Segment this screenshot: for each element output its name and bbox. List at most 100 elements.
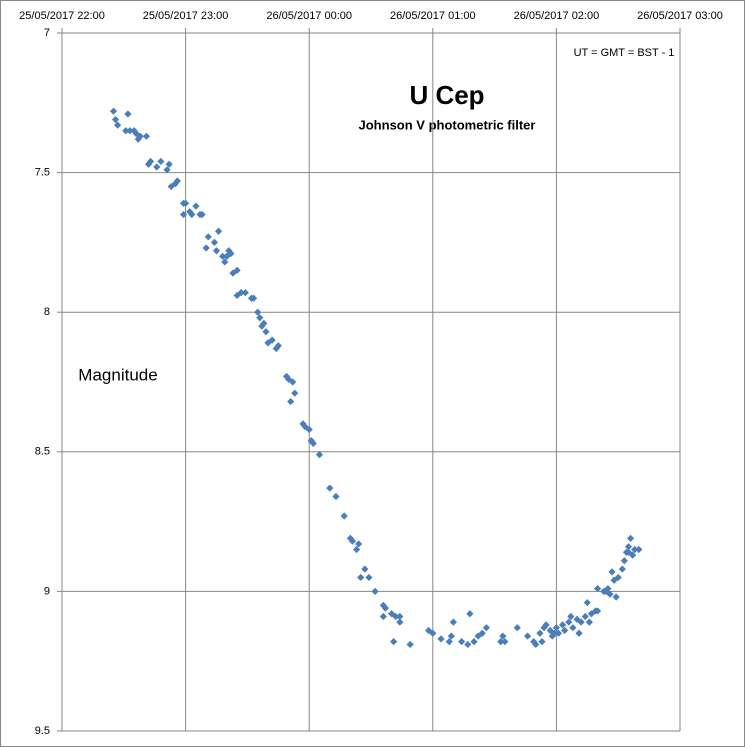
data-point [542, 621, 550, 629]
data-point [357, 573, 365, 582]
data-point [425, 626, 433, 635]
data-point [624, 548, 633, 556]
data-point [326, 484, 334, 492]
data-point [447, 632, 455, 640]
data-point [618, 565, 626, 573]
data-point [291, 389, 299, 397]
data-point [388, 610, 396, 618]
data-point [626, 534, 635, 542]
data-point [142, 132, 151, 140]
y-tick-label: 9 [44, 585, 50, 597]
data-point [241, 289, 249, 297]
data-point [612, 593, 620, 601]
data-point [227, 249, 235, 258]
data-point [179, 210, 188, 219]
data-point [530, 638, 538, 646]
data-point [381, 604, 390, 612]
data-point [307, 437, 315, 445]
x-tick-label: 26/05/2017 02:00 [514, 10, 600, 22]
data-point [540, 624, 548, 632]
data-point [536, 629, 544, 637]
data-point [157, 157, 165, 166]
data-point [445, 638, 453, 646]
data-point [437, 635, 445, 643]
data-point [458, 638, 466, 646]
data-point [365, 573, 373, 582]
data-point [352, 545, 361, 554]
x-tick-label: 25/05/2017 23:00 [143, 10, 229, 22]
data-point [569, 624, 577, 632]
data-point [315, 450, 324, 459]
y-tick-label: 7.5 [35, 167, 50, 179]
data-point [287, 397, 295, 406]
data-point [513, 624, 521, 632]
data-point [532, 640, 540, 649]
data-point [262, 328, 270, 336]
data-point [361, 565, 369, 573]
data-point [581, 612, 589, 621]
data-point [523, 632, 532, 640]
data-point [233, 266, 241, 274]
data-point [585, 618, 593, 626]
data-point [192, 202, 200, 210]
data-point [390, 638, 398, 646]
data-point [332, 492, 340, 501]
data-point [219, 252, 227, 260]
data-point [631, 545, 639, 554]
data-point [577, 618, 585, 626]
chart-subtitle: Johnson V photometric filter [359, 117, 536, 132]
data-point [548, 632, 556, 640]
data-point [594, 607, 602, 615]
data-point [587, 610, 596, 618]
data-point [474, 632, 482, 640]
data-point [575, 629, 583, 637]
data-point [204, 233, 212, 241]
data-point [214, 227, 223, 235]
data-point [305, 425, 313, 434]
data-point [624, 543, 633, 551]
data-point [406, 640, 414, 649]
data-point [188, 210, 196, 219]
data-point [153, 163, 161, 171]
x-tick-label: 25/05/2017 22:00 [19, 10, 105, 22]
data-point [583, 598, 591, 607]
annotation: UT = GMT = BST - 1 [574, 47, 675, 59]
data-point [501, 638, 509, 646]
data-point [111, 115, 120, 124]
data-point [470, 638, 478, 646]
data-point [237, 289, 245, 297]
y-tick-label: 8.5 [35, 446, 50, 458]
data-point [274, 342, 282, 350]
data-point [124, 110, 132, 118]
data-point [136, 132, 144, 140]
data-point [346, 534, 354, 542]
data-point [554, 629, 563, 637]
data-point [499, 632, 507, 640]
data-point [198, 210, 206, 219]
data-point [122, 127, 130, 135]
data-point [464, 640, 472, 649]
data-point [635, 545, 643, 554]
data-point [478, 629, 486, 637]
data-point [606, 590, 614, 598]
data-point [249, 294, 258, 302]
data-point [260, 319, 268, 327]
data-point [429, 629, 437, 637]
data-point [254, 308, 262, 316]
data-point [163, 166, 171, 174]
data-point [558, 621, 567, 629]
y-tick-label: 8 [44, 306, 50, 318]
y-tick-label: 7 [44, 27, 50, 39]
x-tick-label: 26/05/2017 03:00 [637, 10, 723, 22]
data-point [165, 160, 173, 168]
data-point [272, 344, 280, 353]
data-point [620, 557, 628, 565]
data-point [348, 537, 357, 545]
data-point [538, 638, 546, 646]
data-point [268, 336, 276, 344]
data-point [604, 585, 612, 593]
data-point [256, 314, 264, 322]
data-point [379, 612, 387, 621]
data-point [594, 585, 602, 593]
data-point [282, 372, 291, 381]
